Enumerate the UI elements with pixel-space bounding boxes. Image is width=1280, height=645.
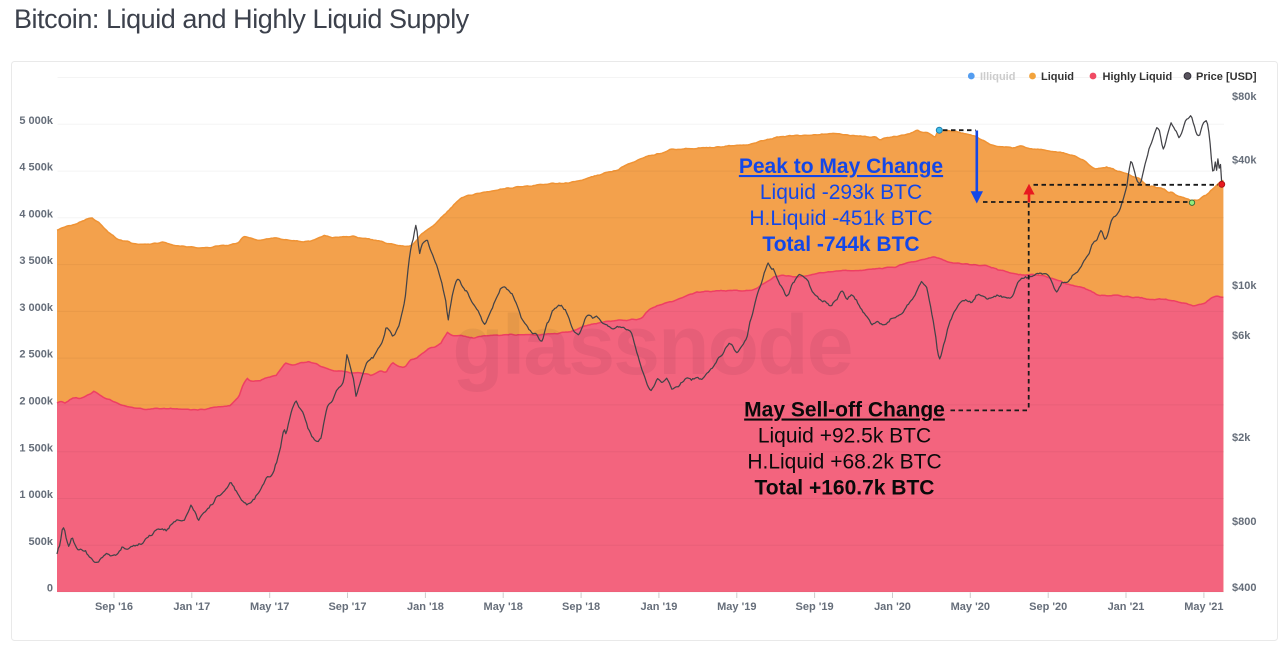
- svg-text:1 500k: 1 500k: [19, 442, 54, 454]
- svg-text:Jan '18: Jan '18: [407, 601, 444, 613]
- svg-text:May '17: May '17: [250, 601, 289, 613]
- svg-text:0: 0: [47, 583, 53, 595]
- svg-text:$40k: $40k: [1232, 155, 1257, 167]
- svg-text:H.Liquid +68.2k BTC: H.Liquid +68.2k BTC: [747, 451, 941, 474]
- svg-text:2 500k: 2 500k: [19, 349, 54, 361]
- svg-text:$400: $400: [1232, 582, 1256, 594]
- svg-text:Sep '16: Sep '16: [95, 601, 133, 613]
- svg-text:Illiquid: Illiquid: [980, 71, 1015, 83]
- svg-text:May Sell-off Change: May Sell-off Change: [744, 399, 945, 422]
- svg-text:3 000k: 3 000k: [19, 302, 54, 314]
- svg-text:May '20: May '20: [951, 601, 990, 613]
- svg-text:Sep '17: Sep '17: [328, 601, 366, 613]
- svg-text:Bitcoin: Liquid and Highly Liq: Bitcoin: Liquid and Highly Liquid Supply: [14, 4, 470, 34]
- svg-text:2 000k: 2 000k: [19, 396, 54, 408]
- svg-text:H.Liquid -451k BTC: H.Liquid -451k BTC: [749, 207, 932, 230]
- svg-text:$800: $800: [1232, 516, 1256, 528]
- svg-text:$80k: $80k: [1232, 91, 1257, 103]
- svg-text:3 500k: 3 500k: [19, 255, 54, 267]
- svg-text:Liquid +92.5k BTC: Liquid +92.5k BTC: [758, 425, 931, 448]
- svg-text:Jan '20: Jan '20: [874, 601, 911, 613]
- svg-text:Total +160.7k BTC: Total +160.7k BTC: [755, 477, 935, 500]
- svg-text:500k: 500k: [29, 536, 54, 548]
- svg-text:$6k: $6k: [1232, 330, 1251, 342]
- svg-text:Jan '17: Jan '17: [173, 601, 210, 613]
- svg-text:Sep '18: Sep '18: [562, 601, 600, 613]
- svg-text:Price [USD]: Price [USD]: [1196, 71, 1257, 83]
- svg-text:$2k: $2k: [1232, 432, 1251, 444]
- svg-text:4 500k: 4 500k: [19, 162, 54, 174]
- svg-text:$10k: $10k: [1232, 280, 1257, 292]
- svg-text:May '19: May '19: [717, 601, 756, 613]
- svg-text:Sep '20: Sep '20: [1029, 601, 1067, 613]
- svg-text:4 000k: 4 000k: [19, 208, 54, 220]
- svg-text:5 000k: 5 000k: [19, 115, 54, 127]
- svg-text:Highly Liquid: Highly Liquid: [1103, 71, 1173, 83]
- svg-text:Jan '19: Jan '19: [640, 601, 677, 613]
- svg-text:May '21: May '21: [1184, 601, 1223, 613]
- svg-text:Peak to May Change: Peak to May Change: [739, 155, 943, 178]
- svg-text:Jan '21: Jan '21: [1108, 601, 1145, 613]
- svg-text:May '18: May '18: [484, 601, 523, 613]
- svg-text:Total -744k BTC: Total -744k BTC: [762, 233, 919, 256]
- svg-text:Liquid -293k BTC: Liquid -293k BTC: [760, 181, 922, 204]
- svg-text:1 000k: 1 000k: [19, 489, 54, 501]
- svg-text:glassnode: glassnode: [452, 298, 851, 392]
- svg-text:Liquid: Liquid: [1041, 71, 1074, 83]
- svg-text:Sep '19: Sep '19: [796, 601, 834, 613]
